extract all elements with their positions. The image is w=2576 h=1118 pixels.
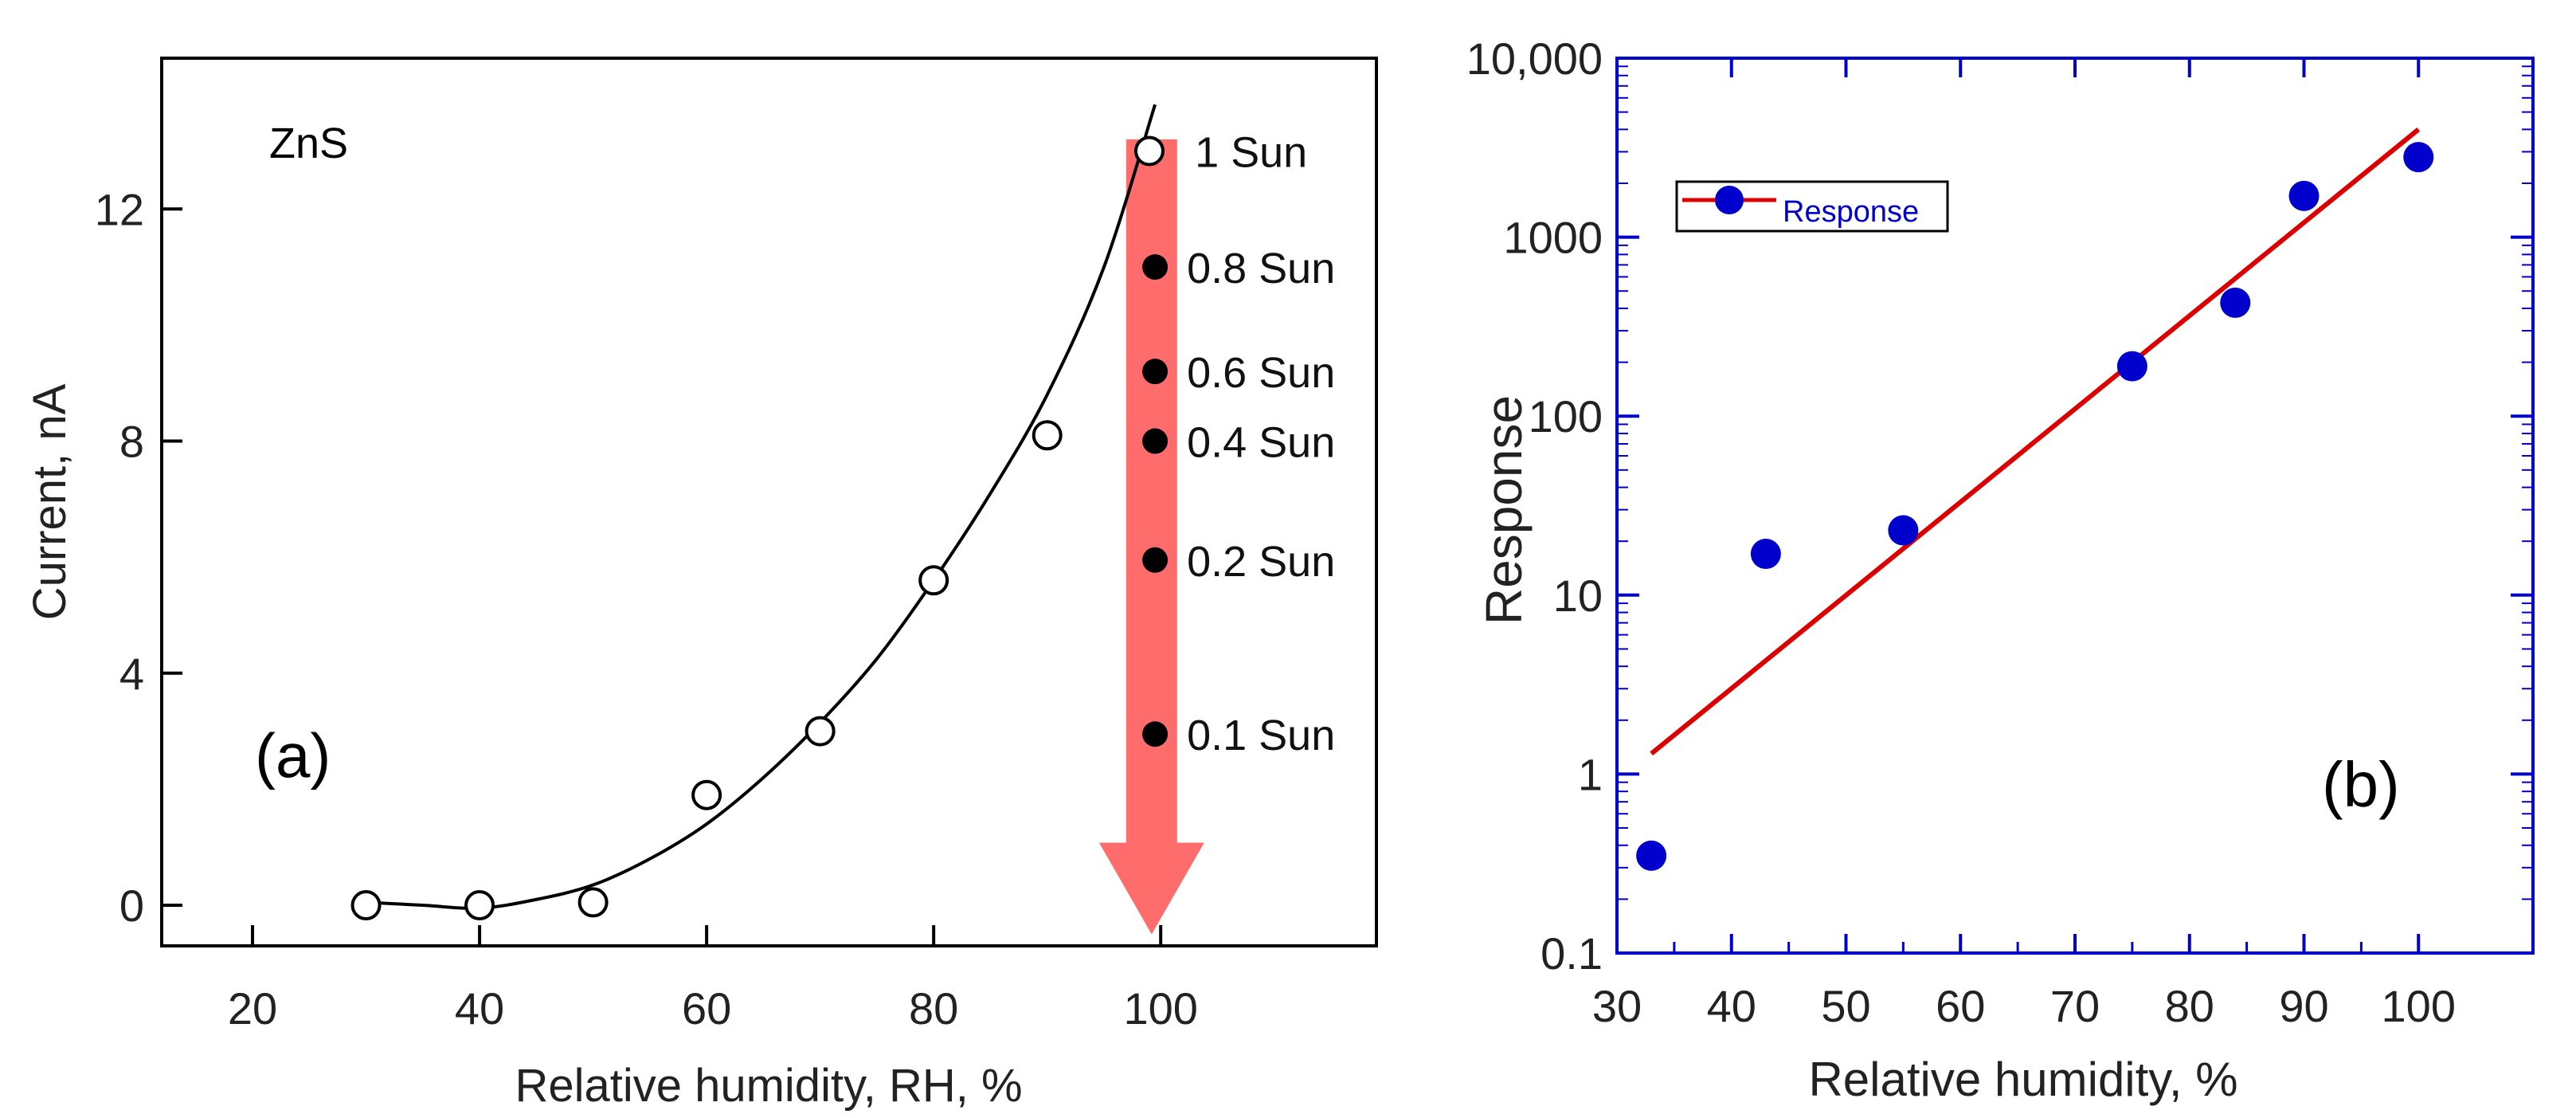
panel-b-marker [2288, 180, 2320, 211]
panel-a-open-marker [577, 887, 609, 918]
panel-a-x-tick-label: 20 [228, 983, 277, 1034]
panel-b-y-tick-label: 0.1 [1541, 928, 1603, 979]
panel-b-fit-line [1650, 127, 2421, 756]
panel-a-y-ticks: 0 4 8 12 [95, 184, 182, 931]
sun-label: 0.4 Sun [1187, 419, 1335, 467]
panel-b-x-tick-label: 70 [2050, 981, 2100, 1031]
legend-label: Response [1783, 195, 1919, 229]
panel-a-open-marker [464, 890, 495, 921]
panel-a-fit-curve [366, 104, 1157, 910]
panel-b-marker [2116, 351, 2147, 382]
panel-b-y-tick-label: 1000 [1503, 213, 1603, 263]
sun-label: 0.8 Sun [1187, 245, 1335, 292]
panel-a-open-marker [350, 890, 382, 921]
panel-b: 30 40 50 60 70 80 90 100 0.1 1 10 100 1000 10,000 Re… [1466, 33, 2535, 1106]
panel-b-marker [1636, 840, 1667, 871]
panel-b-x-tick-label: 60 [1936, 981, 1985, 1031]
panel-a-x-tick-label: 80 [909, 983, 958, 1034]
panel-b-x-tick-label: 90 [2279, 981, 2328, 1031]
panel-a-x-tick-label: 60 [682, 983, 731, 1034]
panel-a-title: ZnS [269, 120, 348, 167]
panel-b-marker [1888, 515, 1919, 546]
panel-a-open-markers [350, 135, 1165, 921]
sun-label: 1 Sun [1195, 128, 1307, 176]
panel-a-xlabel: Relative humidity, RH, % [515, 1060, 1022, 1112]
panel-a-y-tick-label: 0 [119, 881, 144, 931]
panel-b-ylabel: Response [1475, 395, 1533, 625]
panel-a-ylabel: Current, nA [24, 383, 76, 620]
panel-b-marker [2403, 142, 2434, 173]
panel-b-x-tick-label: 30 [1592, 981, 1642, 1031]
sun-label: 0.1 Sun [1187, 712, 1335, 759]
panel-b-marker [2220, 287, 2251, 318]
panel-b-y-tick-label: 10 [1553, 571, 1603, 621]
panel-b-x-tick-label: 80 [2165, 981, 2214, 1031]
panel-a: 20 40 60 80 100 0 4 8 12 Relative humidity, RH,… [24, 57, 1378, 1112]
panel-a-open-marker [691, 779, 722, 810]
panel-a-filled-marker [1142, 254, 1169, 280]
sun-label: 0.2 Sun [1187, 538, 1335, 586]
panel-b-x-ticks: 30 40 50 60 70 80 90 100 [1592, 58, 2456, 1031]
panel-a-open-marker [805, 716, 836, 747]
panel-b-marker [1750, 539, 1781, 570]
panel-b-legend: Response [1675, 180, 1949, 233]
panel-a-y-tick-label: 4 [119, 649, 144, 699]
panel-b-y-tick-label: 10,000 [1466, 33, 1603, 84]
panel-b-y-ticks: 0.1 1 10 100 1000 10,000 [1466, 33, 2533, 979]
panel-a-filled-marker [1142, 428, 1169, 454]
panel-a-open-marker [1133, 135, 1165, 167]
panel-a-x-ticks: 20 40 60 80 100 [228, 925, 1198, 1034]
panel-b-label: (b) [2322, 749, 2400, 820]
panel-a-filled-markers: 0.8 Sun 0.6 Sun 0.4 Sun 0.2 Sun 0.1 Sun 1 Sun [1142, 128, 1335, 759]
panel-a-y-tick-label: 12 [95, 184, 144, 234]
panel-b-x-tick-label: 40 [1707, 981, 1756, 1031]
panel-a-filled-marker [1142, 547, 1169, 573]
panel-a-filled-marker [1142, 359, 1169, 385]
sun-label: 0.6 Sun [1187, 349, 1335, 397]
legend-marker [1715, 186, 1744, 214]
panel-b-x-tick-label: 100 [2382, 981, 2456, 1031]
panel-a-x-tick-label: 100 [1123, 983, 1197, 1034]
panel-a-frame [160, 57, 1378, 947]
panel-a-x-tick-label: 40 [455, 983, 504, 1034]
panel-a-open-marker [918, 565, 949, 596]
panel-a-label: (a) [255, 720, 331, 790]
panel-b-markers [1636, 142, 2434, 871]
panel-a-filled-marker [1142, 721, 1169, 747]
panel-a-y-tick-label: 8 [119, 417, 144, 467]
panel-b-xlabel: Relative humidity, % [1808, 1053, 2237, 1106]
panel-b-y-tick-label: 100 [1529, 391, 1603, 441]
panel-b-y-tick-label: 1 [1578, 749, 1603, 799]
panel-b-x-tick-label: 50 [1821, 981, 1870, 1031]
panel-a-open-marker [1032, 420, 1063, 451]
intensity-arrow [1098, 139, 1204, 935]
